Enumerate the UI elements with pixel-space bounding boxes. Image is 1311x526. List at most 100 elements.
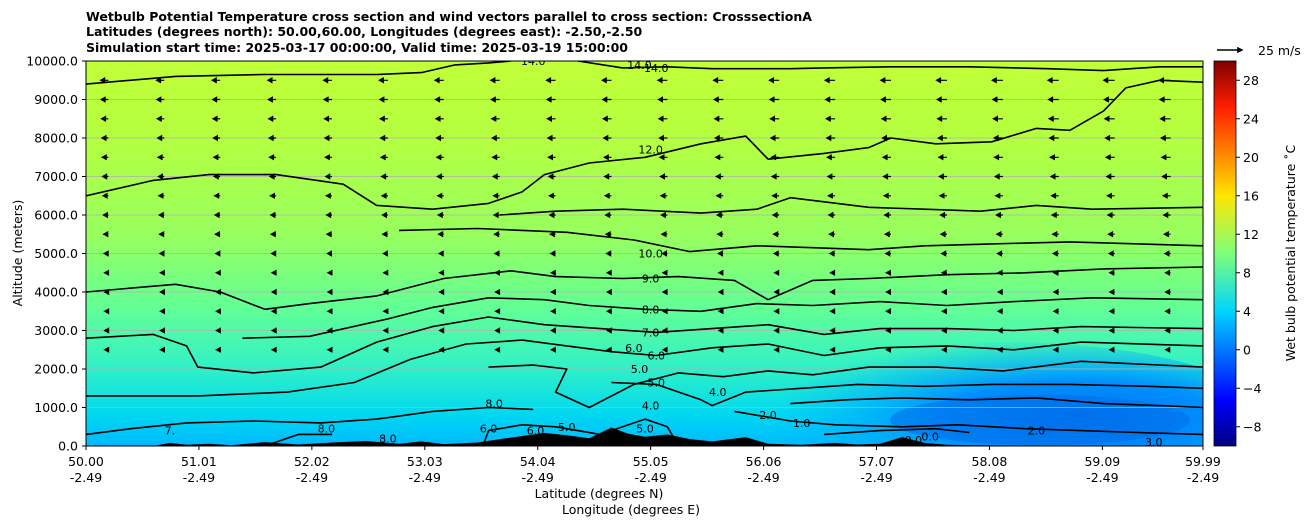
wind-vector-arrow	[379, 134, 388, 142]
contour-line	[242, 296, 1203, 339]
x-tick-label-lat: 53.03	[407, 454, 443, 469]
wind-vector-arrow	[434, 96, 444, 103]
wind-vector-arrow	[210, 76, 221, 84]
contour-label: 5.0	[558, 421, 576, 434]
wind-vector-arrow	[772, 250, 780, 257]
contour-label: 6.0	[480, 423, 498, 436]
wind-vector-arrow	[659, 173, 668, 180]
wind-vector-arrow	[326, 250, 332, 257]
wind-vector-arrow	[382, 269, 389, 276]
wind-vector-arrow	[941, 288, 947, 296]
wind-vector-arrow	[324, 192, 332, 199]
x-tick-label-lon: -2.49	[860, 470, 892, 485]
wind-vector-arrow	[714, 173, 724, 180]
y-tick-label: 7000.0	[34, 169, 78, 184]
colorbar-tick-label: 24	[1243, 111, 1259, 126]
wind-vector-arrow	[656, 76, 668, 84]
x-tick-label-lat: 52.02	[294, 454, 330, 469]
wind-vector-arrow	[885, 288, 891, 296]
wind-vector-arrow	[100, 115, 109, 123]
wind-vector-arrow	[435, 154, 444, 161]
contour-label: 0.0	[905, 434, 923, 447]
wind-vector-arrow	[1107, 250, 1115, 257]
wind-vector-arrow	[493, 250, 500, 257]
colorbar-tick-label: 4	[1243, 304, 1251, 319]
title-line-1: Wetbulb Potential Temperature cross sect…	[86, 9, 812, 24]
wind-vector-arrow	[1052, 346, 1059, 353]
wind-vector-arrow	[269, 211, 277, 219]
contour-label: 2.0	[759, 409, 777, 422]
wind-vector-arrow	[382, 250, 388, 257]
wind-vector-arrow	[326, 308, 333, 315]
x-axis-label-latitude: Latitude (degrees N)	[535, 486, 664, 501]
wind-vector-arrow	[491, 154, 500, 161]
wind-vector-arrow	[829, 288, 836, 296]
wind-vector-arrow	[438, 327, 445, 334]
wind-vector-arrow	[1108, 327, 1115, 334]
wind-vector-arrow	[880, 115, 891, 123]
wind-vector-arrow	[939, 211, 947, 219]
wind-vector-arrow	[996, 308, 1003, 315]
x-tick-label-lon: -2.49	[183, 470, 215, 485]
plot-area: 14.0 14.014.012.010.09.08.07.06.06.05.05.…	[86, 61, 1203, 449]
contour-label: 10.0	[638, 248, 663, 261]
wind-vector-arrow	[600, 76, 612, 84]
y-tick-label: 0.0	[58, 439, 78, 454]
wind-vector-arrow	[1052, 288, 1059, 296]
contour-label: 5.0	[631, 363, 649, 376]
wind-vector-arrow	[492, 211, 500, 219]
contour-label: 4.0	[642, 400, 660, 413]
wind-vector-arrow	[266, 76, 277, 84]
wind-vector-arrow	[1050, 211, 1059, 219]
wind-vector-arrow	[382, 346, 389, 353]
wind-vector-arrow	[1106, 192, 1115, 199]
y-tick-label: 10000.0	[26, 54, 78, 69]
x-tick-label-lat: 55.05	[633, 454, 669, 469]
wind-vector-arrow	[602, 154, 612, 161]
wind-vector-arrow	[1108, 346, 1115, 353]
wind-vector-arrow	[269, 192, 277, 199]
wind-vector-arrow	[940, 250, 947, 257]
wind-vector-arrow	[993, 154, 1003, 161]
x-tick-label-lat: 51.01	[181, 454, 217, 469]
contour-line	[611, 381, 1203, 407]
contour-label: 2.0	[1028, 425, 1046, 438]
wind-vector-arrow	[159, 327, 165, 334]
wind-vector-arrow	[550, 308, 556, 315]
wind-vector-arrow	[1051, 250, 1059, 257]
contour-label: 3.0	[1145, 436, 1163, 449]
wind-vector-arrow	[825, 134, 836, 142]
wind-vector-arrow	[768, 76, 780, 84]
wind-vector-arrow	[773, 346, 780, 353]
x-tick-label-lon: -2.49	[1187, 470, 1219, 485]
contour-line	[86, 339, 1203, 397]
wind-vector-arrow	[1047, 115, 1059, 123]
wind-vector-arrow	[103, 308, 110, 315]
wind-vector-arrow	[156, 134, 165, 142]
wind-vector-arrow	[493, 230, 500, 238]
wind-vector-arrow	[602, 134, 612, 142]
wind-vector-arrow	[1161, 192, 1171, 199]
wind-vector-arrow	[605, 308, 612, 315]
wind-vector-arrow	[937, 154, 947, 161]
x-tick-label-lon: -2.49	[634, 470, 666, 485]
contour-label: 1.0	[793, 417, 811, 430]
wind-vector-arrow	[605, 250, 612, 257]
wind-vector-arrow	[268, 154, 277, 161]
wind-vector-arrow	[378, 76, 388, 84]
wind-vector-arrow	[270, 308, 277, 315]
wind-vector-arrow	[99, 76, 109, 84]
colorbar-tick-label: 28	[1243, 73, 1259, 88]
wind-vector-arrow	[827, 192, 836, 199]
wind-vector-arrow	[215, 308, 221, 315]
wind-vector-arrow	[270, 250, 277, 257]
wind-vector-arrow	[715, 192, 724, 199]
wind-vector-arrow	[213, 192, 221, 199]
wind-vector-arrow	[773, 327, 780, 334]
wind-vector-arrow	[658, 154, 668, 161]
wind-vector-arrow	[325, 230, 332, 238]
wind-vector-arrow	[157, 173, 165, 180]
wind-vector-arrow	[1108, 308, 1115, 315]
wind-vector-arrow	[1164, 308, 1171, 315]
wind-vector-arrow	[935, 76, 947, 84]
